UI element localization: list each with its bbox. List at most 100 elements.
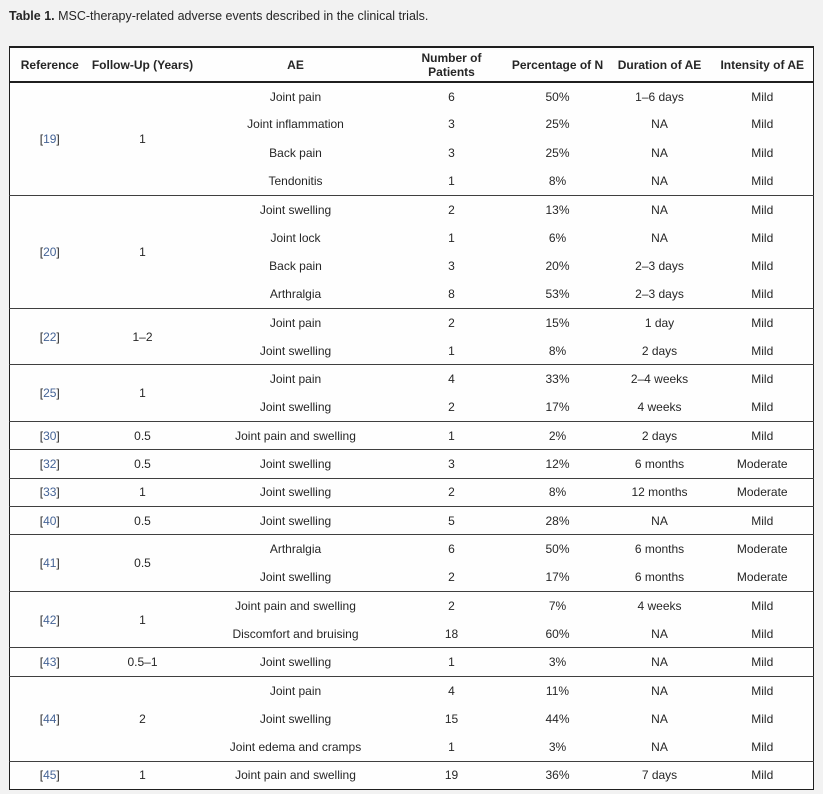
ae-cell: Joint swelling [195, 505, 396, 535]
duration-cell: 6 months [607, 563, 712, 592]
table-row: [32] 0.5 Joint swelling 3 12% 6 months Moderat… [9, 449, 814, 479]
number-of-patients-cell: 1 [395, 336, 508, 365]
column-header: Duration of AE [607, 47, 712, 83]
table-caption: Table 1. MSC-therapy-related adverse eve… [9, 9, 814, 23]
table-row: [19] 1 Joint pain 6 50% 1–6 days Mild [9, 81, 814, 196]
intensity-cell: Mild [711, 251, 814, 281]
ae-cell: Joint pain [195, 364, 396, 394]
percentage-cell: 3% [507, 647, 608, 677]
number-of-patients-cell: 1 [395, 732, 508, 762]
table-row: [40] 0.5 Joint swelling 5 28% NA Mild [9, 505, 814, 535]
reference-link[interactable]: 19 [43, 131, 57, 146]
table-row: Tendonitis 1 8% NA Mild [10, 166, 814, 196]
reference-link[interactable]: 33 [43, 485, 57, 500]
percentage-cell: 3% [507, 732, 608, 762]
intensity-cell: Mild [711, 364, 814, 394]
reference-link[interactable]: 44 [43, 711, 57, 726]
ae-cell: Joint swelling [195, 336, 396, 365]
percentage-cell: 17% [507, 563, 608, 592]
number-of-patients-cell: 4 [395, 364, 508, 394]
reference-link[interactable]: 25 [43, 386, 57, 401]
ae-cell: Joint pain [195, 81, 396, 111]
number-of-patients-cell: 19 [395, 760, 508, 790]
intensity-cell: Mild [711, 732, 814, 762]
percentage-cell: 15% [507, 307, 608, 337]
ae-cell: Discomfort and bruising [195, 619, 396, 648]
table-row: [30] 0.5 Joint pain and swelling 1 2% 2 days M… [9, 421, 814, 450]
table-caption-label: Table 1. [9, 9, 55, 23]
duration-cell: NA [607, 194, 712, 224]
column-header: Follow-Up (Years) [89, 47, 196, 83]
number-of-patients-cell: 2 [395, 194, 508, 224]
number-of-patients-cell: 2 [395, 393, 508, 422]
intensity-cell: Mild [711, 223, 814, 252]
percentage-cell: 44% [507, 704, 608, 733]
number-of-patients-cell: 6 [395, 81, 508, 111]
intensity-cell: Moderate [711, 477, 814, 507]
duration-cell: 12 months [607, 477, 712, 507]
reference-link[interactable]: 40 [43, 513, 57, 528]
percentage-cell: 6% [507, 223, 608, 252]
duration-cell: 2 days [607, 421, 712, 450]
intensity-cell: Mild [711, 138, 814, 167]
reference-link[interactable]: 30 [43, 428, 57, 443]
duration-cell: 4 weeks [607, 590, 712, 620]
duration-cell: 2–3 days [607, 280, 712, 309]
column-header: Percentage of N [507, 47, 608, 83]
ae-cell: Joint swelling [195, 647, 396, 677]
reference-cell: [20] [9, 194, 90, 309]
percentage-cell: 11% [507, 675, 608, 705]
number-of-patients-cell: 15 [395, 704, 508, 733]
percentage-cell: 33% [507, 364, 608, 394]
reference-cell: [44] [9, 675, 90, 762]
duration-cell: NA [607, 619, 712, 648]
percentage-cell: 8% [507, 336, 608, 365]
followup-cell: 2 [89, 675, 196, 762]
reference-link[interactable]: 42 [43, 612, 57, 627]
number-of-patients-cell: 3 [395, 138, 508, 167]
followup-cell: 1 [89, 194, 196, 309]
followup-cell: 1 [89, 590, 196, 648]
duration-cell: 6 months [607, 449, 712, 479]
reference-link[interactable]: 22 [43, 329, 57, 344]
table-header-row: Reference Follow-Up (Years) AE Number of Pa… [9, 47, 814, 83]
intensity-cell: Mild [711, 590, 814, 620]
duration-cell: 2–3 days [607, 251, 712, 281]
table-row: Joint lock 1 6% NA Mild [10, 223, 814, 252]
intensity-cell: Mild [711, 619, 814, 648]
reference-cell: [41] [9, 534, 90, 592]
table-row: [41] 0.5 Arthralgia 6 50% 6 months Moderate [9, 534, 814, 592]
ae-cell: Joint pain [195, 307, 396, 337]
table-row: Arthralgia 8 53% 2–3 days Mild [10, 280, 814, 309]
duration-cell: NA [607, 505, 712, 535]
reference-link[interactable]: 32 [43, 457, 57, 471]
followup-cell: 0.5 [89, 505, 196, 535]
duration-cell: 1–6 days [607, 81, 712, 111]
table-caption-text: MSC-therapy-related adverse events descr… [54, 9, 429, 23]
duration-cell: 7 days [607, 760, 712, 790]
reference-cell: [22] [9, 307, 90, 365]
number-of-patients-cell: 2 [395, 477, 508, 507]
ae-cell: Joint swelling [195, 563, 396, 592]
table-row: Joint swelling 1 8% 2 days Mild [10, 336, 814, 365]
ae-cell: Back pain [195, 251, 396, 281]
reference-link[interactable]: 41 [43, 556, 57, 571]
reference-cell: [19] [9, 81, 90, 196]
duration-cell: NA [607, 675, 712, 705]
number-of-patients-cell: 1 [395, 223, 508, 252]
followup-cell: 1 [89, 760, 196, 790]
reference-link[interactable]: 20 [43, 244, 57, 259]
reference-link[interactable]: 45 [43, 768, 57, 783]
ae-cell: Tendonitis [195, 166, 396, 196]
intensity-cell: Mild [711, 194, 814, 224]
reference-link[interactable]: 43 [43, 655, 57, 670]
intensity-cell: Moderate [711, 449, 814, 479]
ae-cell: Joint pain and swelling [195, 421, 396, 450]
number-of-patients-cell: 3 [395, 449, 508, 479]
number-of-patients-cell: 2 [395, 307, 508, 337]
reference-cell: [32] [9, 449, 90, 479]
duration-cell: 2 days [607, 336, 712, 365]
table-row: [45] 1 Joint pain and swelling 19 36% 7 days M… [9, 760, 814, 790]
percentage-cell: 36% [507, 760, 608, 790]
